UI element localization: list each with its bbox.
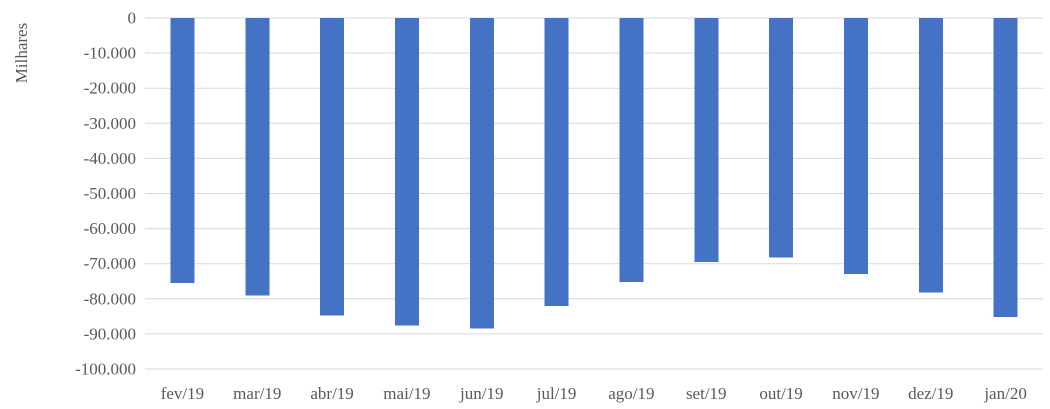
x-tick-label: dez/19 [908,384,953,403]
x-tick-label: mar/19 [233,384,281,403]
x-tick-label: set/19 [686,384,727,403]
x-tick-label: jul/19 [536,384,577,403]
gridlines [145,17,1043,370]
x-tick-label: ago/19 [608,384,654,403]
y-tick-label: -70.000 [84,254,136,273]
y-tick-label: -30.000 [84,114,136,133]
bar-nov-19 [843,18,868,275]
bar-jul-19 [544,18,569,307]
bars [170,18,1018,329]
x-tick-label: out/19 [759,384,802,403]
bar-jun-19 [469,18,494,329]
y-tick-label: -100.000 [75,360,136,379]
y-tick-label: -50.000 [84,184,136,203]
x-tick-label: jan/20 [983,384,1027,403]
x-tick-label: fev/19 [161,384,204,403]
x-axis-tick-labels: fev/19 mar/19 abr/19 mai/19 jun/19 jul/19 ago/… [161,384,1027,403]
y-axis-tick-labels: 0 -10.000 -20.000 -30.000 -40.000 -50.000 -60.… [75,9,136,379]
bar-out-19 [769,18,794,258]
bar-set-19 [694,18,719,262]
bar-jan-20 [993,18,1018,318]
y-tick-label: -60.000 [84,219,136,238]
y-tick-label: -10.000 [84,44,136,63]
x-tick-label: mai/19 [383,384,430,403]
y-tick-label: -80.000 [84,289,136,308]
bar-mai-19 [394,18,419,326]
bar-fev-19 [170,18,195,284]
bar-abr-19 [320,18,345,316]
x-tick-label: nov/19 [832,384,879,403]
y-tick-label: -20.000 [84,79,136,98]
bar-dez-19 [918,18,943,293]
x-tick-label: abr/19 [310,384,353,403]
y-tick-label: -40.000 [84,149,136,168]
bar-mar-19 [245,18,270,296]
y-axis-title: Milhares [12,23,31,83]
bar-ago-19 [619,18,644,282]
y-tick-label: 0 [128,9,137,28]
y-tick-label: -90.000 [84,324,136,343]
x-tick-label: jun/19 [459,384,503,403]
